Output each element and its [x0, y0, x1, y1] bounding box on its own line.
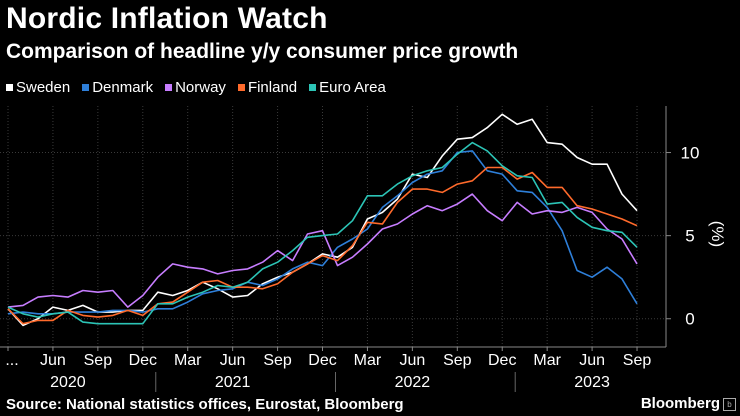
legend-label-finland: Finland	[247, 79, 298, 96]
legend-label-denmark: Denmark	[92, 79, 154, 96]
legend-item-euro-area: Euro Area	[309, 79, 386, 96]
legend-swatch-finland	[237, 84, 245, 91]
legend: Sweden Denmark Norway Finland Euro Area	[6, 79, 386, 96]
x-tick-label: Jun	[579, 352, 605, 369]
bloomberg-badge-icon: b	[723, 398, 736, 411]
year-label: 2023	[574, 374, 610, 391]
year-label: 2020	[50, 374, 86, 391]
x-tick-label: Jun	[40, 352, 66, 369]
legend-item-denmark: Denmark	[82, 79, 153, 96]
legend-swatch-sweden	[6, 84, 13, 91]
x-tick-label: Mar	[533, 352, 561, 369]
x-tick-label: Mar	[354, 352, 382, 369]
legend-item-norway: Norway	[165, 79, 226, 96]
x-tick-label: Sep	[263, 352, 292, 369]
series-line-denmark	[7, 150, 638, 315]
legend-item-sweden: Sweden	[6, 79, 70, 96]
x-tick-label: Sep	[443, 352, 472, 369]
y-axis-label: (%)	[708, 221, 727, 247]
legend-item-finland: Finland	[237, 79, 298, 96]
series-line-finland	[7, 166, 638, 325]
legend-swatch-denmark	[82, 84, 90, 91]
chart-title: Nordic Inflation Watch	[6, 2, 328, 35]
y-tick-label: 0	[685, 310, 694, 329]
x-tick-label: Sep	[84, 352, 113, 369]
x-tick-label: Sep	[623, 352, 652, 369]
legend-label-sweden: Sweden	[16, 79, 71, 96]
year-label: 2022	[395, 374, 431, 391]
x-tick-label: Dec	[488, 352, 516, 369]
legend-swatch-norway	[165, 84, 173, 91]
x-tick-label: Jun	[399, 352, 425, 369]
chart-subtitle: Comparison of headline y/y consumer pric…	[6, 40, 519, 63]
y-tick-label: 10	[681, 144, 700, 163]
series-line-sweden	[7, 113, 638, 327]
x-tick-label: Dec	[308, 352, 336, 369]
source-note: Source: National statistics offices, Eur…	[6, 396, 404, 413]
y-tick-label: 5	[685, 227, 694, 246]
legend-label-norway: Norway	[175, 79, 226, 96]
x-tick-label: Dec	[129, 352, 157, 369]
year-label: 2021	[215, 374, 251, 391]
x-tick-label: Jun	[220, 352, 246, 369]
series-line-norway	[7, 193, 638, 308]
legend-label-euro-area: Euro Area	[319, 79, 386, 96]
legend-swatch-euro-area	[309, 84, 317, 91]
series-line-euro-area	[7, 141, 638, 325]
x-tick-label: Mar	[174, 352, 202, 369]
x-tick-label: ...	[5, 352, 18, 369]
bloomberg-logo: Bloomberg	[640, 395, 720, 412]
